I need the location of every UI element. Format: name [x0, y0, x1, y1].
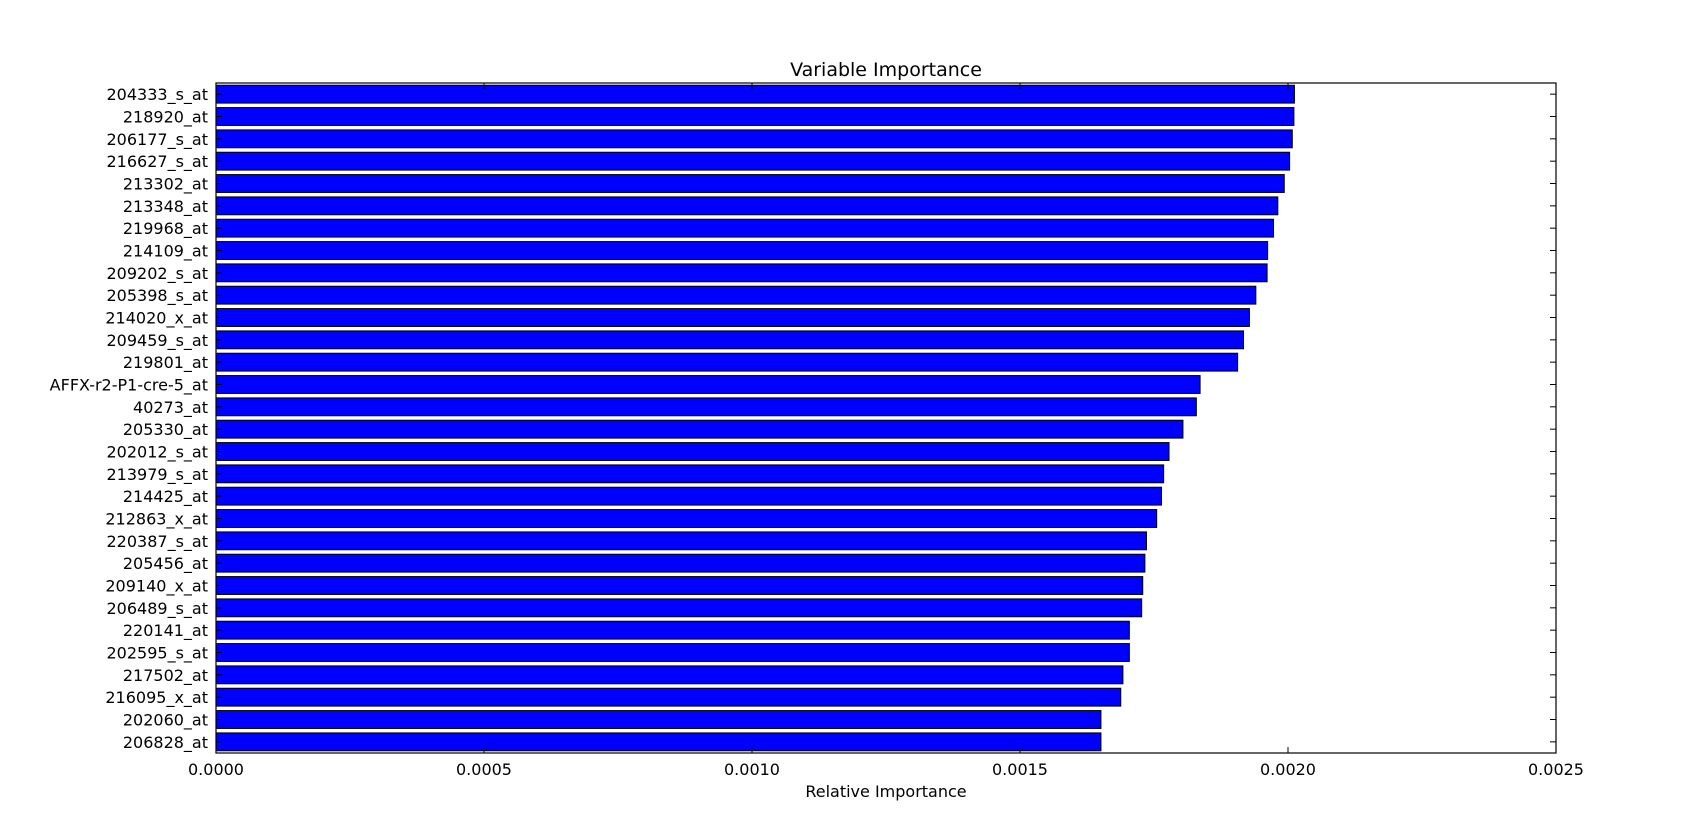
bar — [215, 151, 1291, 171]
x-tick-label: 0.0015 — [992, 760, 1048, 779]
y-tick-label: 219801_at — [123, 353, 208, 373]
bar — [215, 531, 1147, 551]
y-tick-label: 213302_at — [123, 175, 208, 195]
bar — [215, 196, 1279, 216]
x-axis: 0.0000 0.0005 0.0010 0.0015 0.0020 0.0025 — [188, 83, 1584, 779]
y-tick-label: 205456_at — [123, 554, 208, 574]
bar — [215, 598, 1143, 618]
bar — [215, 241, 1269, 260]
y-tick-label: 206177_s_at — [107, 130, 209, 150]
y-tick-label: 202012_s_at — [107, 443, 209, 463]
y-tick-label: 212863_x_at — [105, 510, 208, 530]
x-tick-label: 0.0005 — [456, 760, 512, 779]
x-axis-label: Relative Importance — [805, 782, 966, 801]
x-tick-label: 0.0010 — [724, 760, 780, 779]
x-tick-label: 0.0000 — [188, 760, 244, 779]
bar — [215, 732, 1102, 752]
y-tick-label: AFFX-r2-P1-cre-5_at — [50, 376, 208, 396]
y-tick-label: 202060_at — [123, 711, 208, 731]
y-tick-label: 217502_at — [123, 666, 208, 686]
bar — [215, 107, 1295, 126]
plot-frame — [215, 82, 1557, 754]
bar — [215, 576, 1144, 595]
bar — [215, 174, 1285, 193]
bar — [215, 84, 1295, 104]
bar — [215, 129, 1293, 149]
bar — [215, 687, 1122, 707]
x-tick-label: 0.0020 — [1260, 760, 1316, 779]
bar — [215, 665, 1124, 685]
y-tick-label: 209202_s_at — [107, 264, 209, 284]
y-tick-label: 214425_at — [123, 487, 208, 507]
bar — [215, 486, 1162, 506]
y-tick-label: 206828_at — [123, 733, 208, 753]
y-tick-label: 209140_x_at — [105, 577, 208, 597]
bar — [215, 710, 1102, 729]
y-tick-label: 209459_s_at — [107, 331, 209, 351]
bar — [215, 509, 1158, 528]
y-tick-label: 202595_s_at — [107, 644, 209, 664]
bar — [215, 553, 1146, 573]
y-tick-label: 214109_at — [123, 242, 208, 262]
bar — [215, 397, 1197, 417]
bar — [215, 375, 1201, 394]
y-tick-label: 218920_at — [123, 108, 208, 128]
bar — [215, 352, 1239, 372]
y-tick-label: 204333_s_at — [107, 85, 209, 105]
bar — [215, 419, 1184, 439]
y-tick-label: 216627_s_at — [107, 152, 209, 172]
y-tick-label: 219968_at — [123, 219, 208, 239]
y-tick-label: 213348_at — [123, 197, 208, 217]
y-tick-label: 205330_at — [123, 420, 208, 440]
bar — [215, 308, 1250, 327]
bar — [215, 218, 1275, 238]
y-tick-label: 220141_at — [123, 621, 208, 641]
bars — [215, 84, 1295, 752]
y-tick-label: 216095_x_at — [105, 688, 208, 708]
y-tick-label: 213979_s_at — [107, 465, 209, 485]
bar — [215, 643, 1130, 662]
y-tick-label: 220387_s_at — [107, 532, 209, 552]
y-axis: 204333_s_at 218920_at206177_s_at216627_s_… — [50, 85, 1556, 753]
bar — [215, 285, 1257, 305]
bar — [215, 620, 1130, 640]
y-tick-label: 206489_s_at — [107, 599, 209, 619]
bar — [215, 330, 1245, 350]
x-tick-label: 0.0025 — [1528, 760, 1584, 779]
bar — [215, 442, 1170, 461]
y-tick-label: 40273_at — [133, 398, 208, 418]
bar — [215, 464, 1165, 484]
y-tick-label: 205398_s_at — [107, 286, 209, 306]
chart-title: Variable Importance — [790, 59, 982, 81]
y-tick-label: 214020_x_at — [105, 309, 208, 329]
bar — [215, 263, 1268, 283]
